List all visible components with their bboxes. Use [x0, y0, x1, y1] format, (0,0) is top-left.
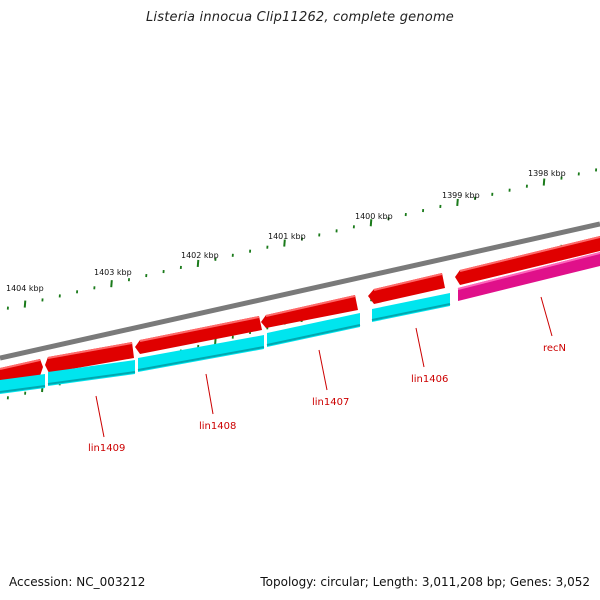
accession-text: Accession: NC_003212	[9, 575, 146, 589]
reverse-gene-lin1405[interactable]	[372, 293, 450, 322]
outer-ruler-ticks	[6, 168, 598, 310]
major-tick	[283, 239, 286, 247]
major-tick	[23, 300, 27, 308]
reverse-gene-lin1408[interactable]	[48, 360, 135, 386]
reverse-gene-lin1406[interactable]	[267, 313, 360, 347]
connector-lin1407	[318, 349, 328, 391]
major-tick	[196, 259, 200, 267]
major-tick	[456, 198, 459, 206]
genome-summary-text: Topology: circular; Length: 3,011,208 bp…	[260, 575, 590, 589]
gene-label-lin1409[interactable]: lin1409	[88, 443, 125, 454]
major-tick	[369, 219, 373, 227]
connector-lin1406	[415, 327, 425, 368]
gene-label-lin1408[interactable]: lin1408	[199, 421, 236, 432]
gene-label-connectors	[95, 296, 553, 438]
ruler-label-1398kbp: 1398 kbp	[528, 169, 566, 178]
ruler-label-1399kbp: 1399 kbp	[442, 191, 480, 200]
forward-gene-3[interactable]	[135, 316, 262, 354]
ruler-label-1402kbp: 1402 kbp	[181, 251, 219, 260]
forward-gene-1[interactable]	[0, 359, 43, 385]
forward-gene-5[interactable]	[368, 273, 445, 304]
ruler-labels: 1404 kbp 1403 kbp 1402 kbp 1401 kbp 1400…	[6, 169, 566, 293]
reverse-gene-shading	[0, 303, 451, 393]
major-tick	[542, 178, 546, 186]
ruler-label-1401kbp: 1401 kbp	[268, 232, 306, 241]
recN-highlight	[457, 252, 600, 290]
gene-labels: lin1409 lin1408 lin1407 lin1406 recN	[88, 343, 566, 454]
connector-lin1408	[205, 373, 214, 415]
gene-label-recN[interactable]: recN	[543, 343, 566, 354]
forward-gene-6[interactable]	[455, 236, 600, 285]
ruler-label-1400kbp: 1400 kbp	[355, 212, 393, 221]
major-tick	[110, 280, 113, 288]
connector-lin1409	[95, 395, 105, 438]
forward-gene-4[interactable]	[261, 295, 358, 328]
gene-label-lin1407[interactable]: lin1407	[312, 397, 349, 408]
ruler-label-1404kbp: 1404 kbp	[6, 284, 44, 293]
forward-gene-track	[0, 236, 600, 385]
reverse-gene-lin1409[interactable]	[0, 374, 45, 394]
map-title: Listeria innocua Clip11262, complete gen…	[145, 10, 455, 25]
reverse-gene-lin1407[interactable]	[138, 335, 264, 372]
forward-gene-highlights	[0, 236, 600, 370]
forward-gene-2[interactable]	[45, 342, 134, 373]
gene-label-lin1406[interactable]: lin1406	[411, 374, 448, 385]
connector-recN	[540, 296, 553, 337]
ruler-label-1403kbp: 1403 kbp	[94, 268, 132, 277]
genome-backbone	[0, 221, 600, 361]
reverse-gene-recN[interactable]	[458, 252, 600, 301]
reverse-gene-track	[0, 252, 600, 394]
